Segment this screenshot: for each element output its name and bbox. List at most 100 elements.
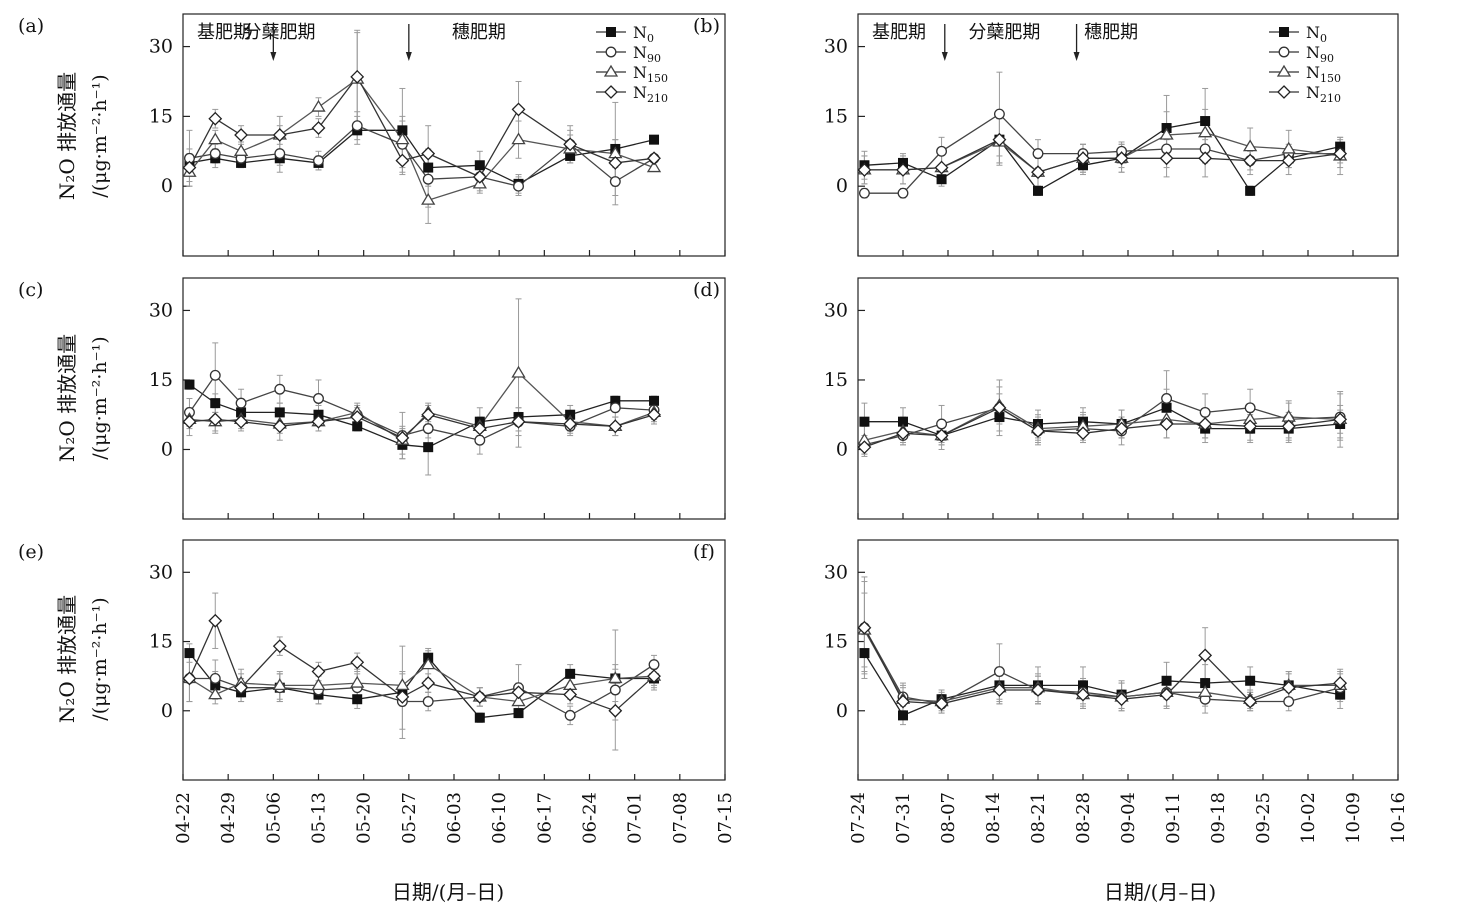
point-n210 — [857, 620, 872, 635]
point-n210 — [208, 412, 223, 427]
point-n0 — [936, 174, 947, 185]
point-n210 — [1243, 153, 1258, 168]
x-tick-label: 05-13 — [309, 792, 330, 844]
point-n210 — [1281, 153, 1296, 168]
x-tick-label: 08-14 — [983, 792, 1004, 844]
y-tick-label: 30 — [824, 299, 848, 321]
xlabel-left: 日期/(月–日) — [392, 880, 504, 904]
point-n150 — [350, 675, 365, 688]
series-line-n90 — [864, 397, 1341, 446]
point-n90 — [1161, 393, 1173, 404]
point-n210 — [1076, 687, 1090, 702]
point-n210 — [1114, 151, 1129, 166]
point-n210 — [1243, 694, 1258, 709]
point-n90 — [858, 187, 870, 199]
point-n90 — [993, 108, 1005, 120]
point-n210 — [647, 669, 661, 684]
point-n0 — [423, 442, 434, 453]
point-n210 — [934, 160, 949, 175]
point-n0 — [859, 416, 870, 427]
point-n210 — [1281, 680, 1296, 695]
y-tick-label: 30 — [824, 561, 848, 583]
x-tick-label: 07-31 — [893, 792, 914, 844]
point-n210 — [311, 121, 326, 135]
legend-label: N90 — [633, 43, 661, 65]
panel-label: (b) — [693, 15, 720, 37]
point-n90 — [609, 684, 621, 696]
point-n210 — [1198, 417, 1213, 431]
point-n0 — [1245, 185, 1256, 196]
point-n210 — [311, 664, 326, 679]
point-n210 — [563, 417, 578, 431]
legend-label: N90 — [1306, 43, 1334, 65]
point-n210 — [472, 169, 487, 184]
point-n90 — [648, 659, 660, 671]
x-tick-label: 08-21 — [1028, 792, 1049, 844]
point-n210 — [421, 676, 436, 690]
legend-marker — [604, 85, 618, 99]
x-tick-label: 08-28 — [1073, 792, 1094, 844]
point-n90 — [936, 418, 948, 430]
point-n0 — [649, 134, 660, 145]
point-n0 — [513, 708, 524, 719]
point-n0 — [423, 162, 434, 173]
point-n210 — [395, 153, 410, 168]
point-n210 — [182, 160, 197, 175]
plot-frame — [857, 277, 1399, 520]
legend-marker — [606, 27, 616, 37]
stage-label: 分蘖肥期 — [243, 22, 315, 43]
legend-marker — [603, 64, 619, 77]
ylabel-middle-line2: /(μg·m⁻²·h⁻¹) — [89, 336, 111, 459]
point-n210 — [350, 69, 365, 84]
x-tick-label: 10-02 — [1298, 792, 1319, 844]
point-n210 — [857, 440, 872, 455]
y-tick-label: 15 — [149, 631, 173, 653]
point-n210 — [182, 671, 197, 686]
point-n150 — [208, 132, 223, 145]
point-n90 — [474, 434, 486, 446]
x-tick-label: 06-03 — [444, 792, 465, 844]
point-n0 — [1161, 675, 1172, 686]
panel-label: (f) — [693, 541, 715, 563]
x-tick-label: 06-24 — [580, 792, 601, 844]
point-n210 — [934, 696, 949, 711]
point-n210 — [1159, 417, 1174, 431]
panel-c: (c) 0 15 30 — [18, 277, 726, 520]
series-line-n210 — [189, 413, 655, 439]
point-n210 — [1281, 419, 1296, 434]
legend-label: N0 — [633, 23, 654, 45]
point-n90 — [274, 148, 286, 160]
shared-labels: N₂O 排放通量 /(μg·m⁻²·h⁻¹) N₂O 排放通量 /(μg·m⁻²… — [55, 72, 1216, 904]
x-tick-label: 05-06 — [263, 792, 284, 844]
stage-arrow-head — [270, 52, 277, 61]
legend-marker — [1279, 27, 1289, 37]
x-tick-label: 08-07 — [938, 792, 959, 844]
y-tick-label: 0 — [161, 700, 173, 722]
stage-label: 分蘖肥期 — [968, 22, 1040, 43]
point-n210 — [208, 613, 223, 628]
legend-marker — [1278, 46, 1290, 58]
point-n90 — [274, 383, 286, 395]
x-tick-label: 04-29 — [218, 792, 239, 844]
x-tick-label: 04-22 — [173, 792, 194, 844]
legend-label: N150 — [1306, 63, 1341, 85]
point-n210 — [857, 162, 872, 177]
x-tick-label: 06-17 — [534, 792, 555, 844]
y-tick-label: 15 — [149, 369, 173, 391]
stage-label: 基肥期 — [197, 22, 251, 43]
x-tick-label: 05-27 — [399, 792, 420, 844]
point-n210 — [1031, 165, 1045, 180]
point-n150 — [511, 365, 526, 378]
point-n150 — [608, 671, 623, 684]
point-n90 — [422, 696, 434, 707]
series-line-n0 — [864, 120, 1341, 192]
point-n0 — [1245, 675, 1256, 686]
legend-marker — [1277, 85, 1291, 99]
series-line-n210 — [188, 75, 655, 178]
point-n150 — [1197, 685, 1213, 697]
point-n210 — [608, 156, 623, 170]
y-tick-label: 0 — [836, 700, 848, 722]
point-n0 — [184, 648, 195, 659]
point-n150 — [1281, 141, 1296, 154]
